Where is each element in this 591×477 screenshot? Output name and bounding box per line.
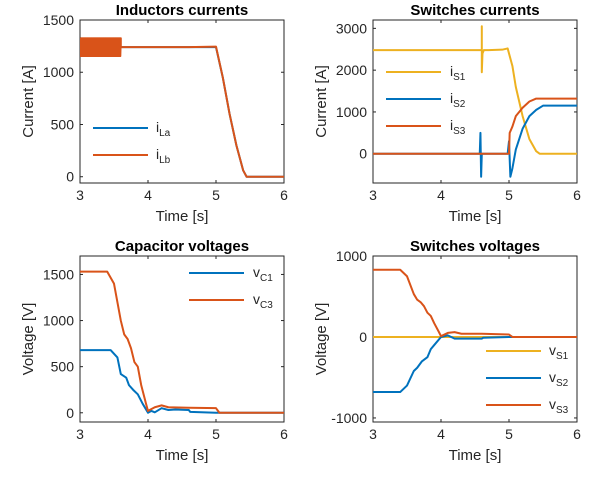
legend-entry: iLb [156,146,171,166]
chart-title: Switches currents [410,2,539,19]
x-tick-label: 4 [437,187,445,203]
series-line-v-S3 [373,268,577,338]
plot-area [79,255,285,423]
x-tick-label: 5 [505,187,513,203]
x-tick-label: 3 [76,187,84,203]
series-group [80,37,284,178]
y-tick-label: 1000 [336,248,367,264]
series-line-i-Lb [80,37,284,178]
x-tick-label: 6 [573,187,581,203]
x-tick-label: 3 [369,187,377,203]
legend-entry: iS2 [450,90,466,110]
chart-panel-2: 3 4 5 6 0 1000 2000 3000 iS1 iS2 iS3 Switches curre… [313,2,581,225]
x-tick-label: 5 [505,426,513,442]
series-line-i-S1 [373,25,577,155]
series-group [373,268,577,394]
x-tick-label: 5 [212,426,220,442]
x-tick-label: 5 [212,187,220,203]
x-tick-label: 4 [144,426,152,442]
series-line-v-S2 [373,334,577,394]
y-tick-label: 3000 [336,20,367,36]
x-axis-label: Time [s] [449,208,502,225]
x-tick-label: 4 [144,187,152,203]
series-group [373,25,577,178]
y-tick-label: 0 [359,329,367,345]
chart-title: Capacitor voltages [115,238,249,255]
legend-entry: vS3 [549,396,569,416]
chart-title: Switches voltages [410,238,540,255]
series-line-i-S2 [373,104,577,178]
x-tick-label: 6 [573,426,581,442]
y-tick-label: 1000 [336,104,367,120]
chart-title: Inductors currents [116,2,249,19]
y-tick-label: 500 [51,359,75,375]
x-axis-label: Time [s] [449,447,502,464]
y-tick-label: 1500 [43,12,74,28]
legend-entry: vS1 [549,342,569,362]
x-tick-label: 6 [280,187,288,203]
y-tick-label: 500 [51,116,75,132]
y-tick-label: 1000 [43,313,74,329]
series-line-v-C1 [80,349,284,414]
x-axis-label: Time [s] [156,208,209,225]
legend-entry: iS3 [450,117,466,137]
y-tick-label: 2000 [336,62,367,78]
y-tick-label: 0 [66,169,74,185]
legend-entry: iS1 [450,63,466,83]
y-tick-label: 1000 [43,64,74,80]
chart-panel-1: 3 4 5 6 0 500 1000 1500 iLa iLb Inductors currents… [20,2,288,225]
x-tick-label: 6 [280,426,288,442]
series-line-v-C3 [80,270,284,414]
y-axis-label: Voltage [V] [20,303,37,376]
legend-entry: vS2 [549,369,569,389]
legend-entry: vC1 [253,264,273,284]
y-tick-label: 0 [66,405,74,421]
y-axis-label: Current [A] [20,65,37,138]
series-group [80,270,284,414]
y-tick-label: 0 [359,146,367,162]
x-tick-label: 3 [76,426,84,442]
x-tick-label: 4 [437,426,445,442]
y-axis-label: Voltage [V] [313,303,330,376]
chart-panel-4: 3 4 5 6 -1000 0 1000 vS1 vS2 vS3 Switches voltages… [313,238,581,464]
y-tick-label: -1000 [331,410,367,426]
chart-panel-3: 3 4 5 6 0 500 1000 1500 vC1 vC3 Capacitor voltages… [20,238,288,464]
legend-entry: vC3 [253,291,273,311]
y-tick-label: 1500 [43,266,74,282]
x-tick-label: 3 [369,426,377,442]
x-axis-label: Time [s] [156,447,209,464]
y-axis-label: Current [A] [313,65,330,138]
legend-entry: iLa [156,119,171,139]
series-line-i-S3 [373,97,577,155]
plot-area [372,19,578,184]
